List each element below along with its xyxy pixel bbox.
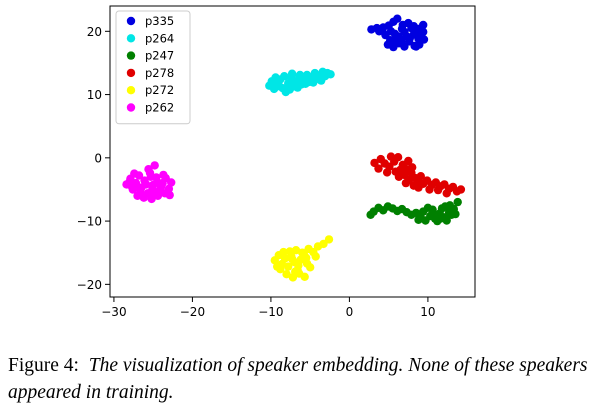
point-p264: [293, 83, 302, 92]
point-p262: [147, 194, 156, 204]
point-p262: [150, 161, 159, 170]
point-p264: [295, 70, 305, 80]
point-p335: [411, 42, 421, 51]
point-p262: [159, 170, 168, 180]
point-p272: [294, 261, 303, 270]
point-p278: [404, 156, 413, 166]
point-p247: [453, 197, 462, 207]
point-p278: [408, 163, 417, 172]
point-p335: [386, 27, 396, 36]
scatter-chart: −30 −20 −10 0 10 −20 −10 0 10 20 p335 p264 p247 p278…: [77, 5, 476, 319]
point-p335: [379, 23, 388, 32]
legend: p335 p264 p247 p278 p272 p262: [115, 10, 191, 125]
point-p278: [401, 178, 411, 188]
point-p335: [397, 24, 407, 33]
point-p262: [152, 177, 162, 187]
point-p278: [394, 172, 404, 181]
legend-marker-p264: [126, 34, 136, 43]
y-tick-label: 20: [87, 25, 102, 39]
point-p272: [279, 247, 288, 257]
y-tick-label: −20: [77, 278, 102, 292]
point-p278: [442, 189, 451, 198]
legend-label-p247: p247: [145, 49, 174, 63]
point-p272: [284, 262, 293, 271]
point-p264: [301, 79, 310, 89]
point-p272: [280, 254, 290, 263]
legend-label-p262: p262: [145, 101, 174, 115]
point-p272: [282, 270, 291, 279]
point-p262: [130, 169, 139, 178]
point-p278: [374, 164, 383, 173]
point-p335: [402, 32, 411, 41]
x-tick-label: −30: [101, 305, 126, 319]
legend-label-p278: p278: [145, 66, 174, 80]
point-p278: [393, 153, 403, 162]
point-p264: [271, 73, 280, 82]
legend-label-p264: p264: [145, 31, 174, 45]
point-p262: [134, 184, 143, 193]
x-tick-label: −10: [258, 305, 283, 319]
caption-label: Figure 4:: [8, 355, 79, 376]
point-p262: [146, 172, 155, 181]
point-p335: [407, 23, 416, 33]
legend-marker-p272: [126, 86, 136, 95]
legend-label-p272: p272: [145, 83, 174, 97]
point-p247: [451, 209, 460, 219]
point-p272: [291, 267, 300, 276]
point-p278: [456, 185, 466, 194]
point-p278: [433, 185, 443, 195]
point-p247: [414, 215, 423, 224]
point-p335: [419, 20, 428, 30]
point-p264: [326, 70, 335, 79]
point-p262: [167, 178, 176, 187]
point-p272: [291, 246, 301, 255]
caption-text: The visualization of speaker embedding. …: [8, 355, 588, 403]
point-p278: [416, 172, 425, 181]
point-p272: [287, 254, 297, 264]
point-p272: [300, 272, 309, 281]
point-p262: [141, 180, 151, 189]
legend-marker-p247: [126, 51, 136, 60]
point-p335: [397, 37, 406, 46]
point-p264: [309, 78, 318, 87]
point-p264: [280, 72, 289, 81]
legend-marker-p335: [126, 16, 136, 26]
figure-caption: Figure 4: The visualization of speaker e…: [8, 352, 593, 406]
point-p247: [423, 203, 433, 212]
point-p262: [165, 190, 174, 200]
point-p262: [127, 182, 137, 192]
y-tick-label: 10: [87, 88, 102, 102]
point-p335: [393, 14, 402, 23]
y-tick-label: −10: [77, 215, 102, 229]
point-p272: [273, 262, 282, 271]
legend-marker-p262: [126, 103, 136, 112]
point-p262: [148, 185, 157, 194]
point-p262: [144, 165, 153, 174]
point-p272: [306, 263, 315, 272]
point-p247: [445, 201, 455, 210]
point-p278: [382, 168, 392, 177]
x-tick-label: 0: [346, 305, 354, 319]
y-tick-label: 0: [94, 151, 102, 165]
x-tick-label: −20: [180, 305, 205, 319]
point-p278: [386, 152, 396, 161]
x-tick-label: 10: [420, 305, 435, 319]
point-p278: [425, 185, 434, 194]
legend-label-p335: p335: [145, 14, 174, 28]
point-p272: [311, 252, 320, 261]
point-p264: [317, 76, 326, 85]
point-p247: [436, 214, 445, 223]
point-p335: [416, 30, 425, 40]
point-p272: [302, 253, 311, 262]
point-p264: [287, 69, 297, 78]
points-layer: [122, 14, 466, 282]
plot-frame: [109, 5, 476, 298]
legend-marker-p278: [126, 68, 136, 78]
point-p264: [285, 85, 294, 94]
point-p272: [324, 235, 334, 244]
axes-layer: −30 −20 −10 0 10 −20 −10 0 10 20: [77, 5, 476, 319]
point-p264: [275, 82, 284, 91]
